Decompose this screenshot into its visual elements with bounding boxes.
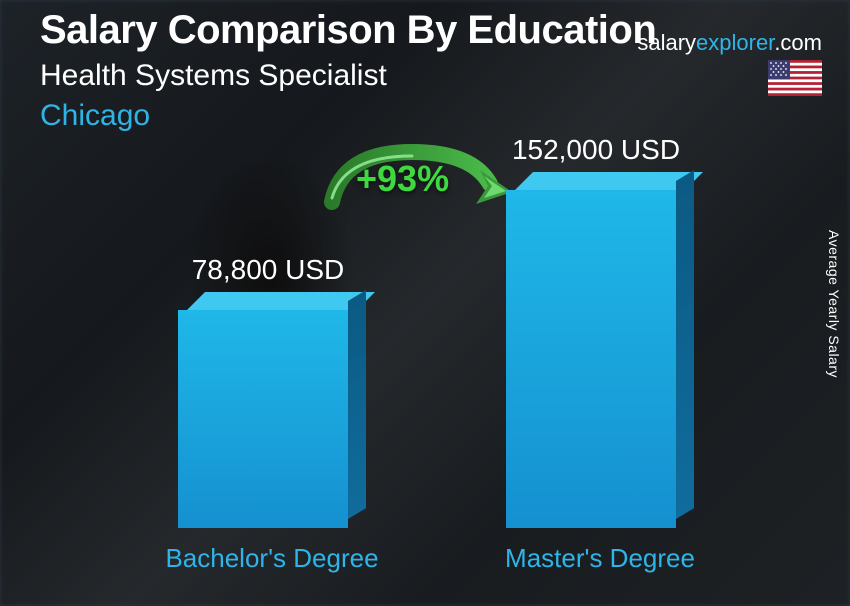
chart-area: +93% Bachelor's Degree78,800 USDMaster's… bbox=[0, 190, 850, 586]
bar-label-0: Bachelor's Degree bbox=[132, 543, 412, 574]
bar-0 bbox=[178, 292, 348, 528]
percent-increase: +93% bbox=[356, 158, 449, 200]
bar-value-0: 78,800 USD bbox=[148, 254, 388, 286]
bar-front-face bbox=[506, 190, 676, 528]
bar-top-face bbox=[187, 292, 375, 310]
bar-side-face bbox=[676, 170, 694, 519]
brand-part1: salary bbox=[637, 30, 696, 55]
bar-side-face bbox=[348, 290, 366, 519]
bar-value-1: 152,000 USD bbox=[476, 134, 716, 166]
bar-1 bbox=[506, 172, 676, 528]
bar-label-1: Master's Degree bbox=[460, 543, 740, 574]
city-name: Chicago bbox=[40, 99, 830, 133]
brand-part2: explorer bbox=[696, 30, 774, 55]
bar-front-face bbox=[178, 310, 348, 528]
usa-flag-icon bbox=[768, 60, 822, 96]
job-title: Health Systems Specialist bbox=[40, 59, 830, 93]
brand-part3: .com bbox=[774, 30, 822, 55]
header: Salary Comparison By Education Health Sy… bbox=[40, 8, 830, 133]
bar-top-face bbox=[515, 172, 703, 190]
brand-logo: salaryexplorer.com bbox=[637, 30, 822, 56]
